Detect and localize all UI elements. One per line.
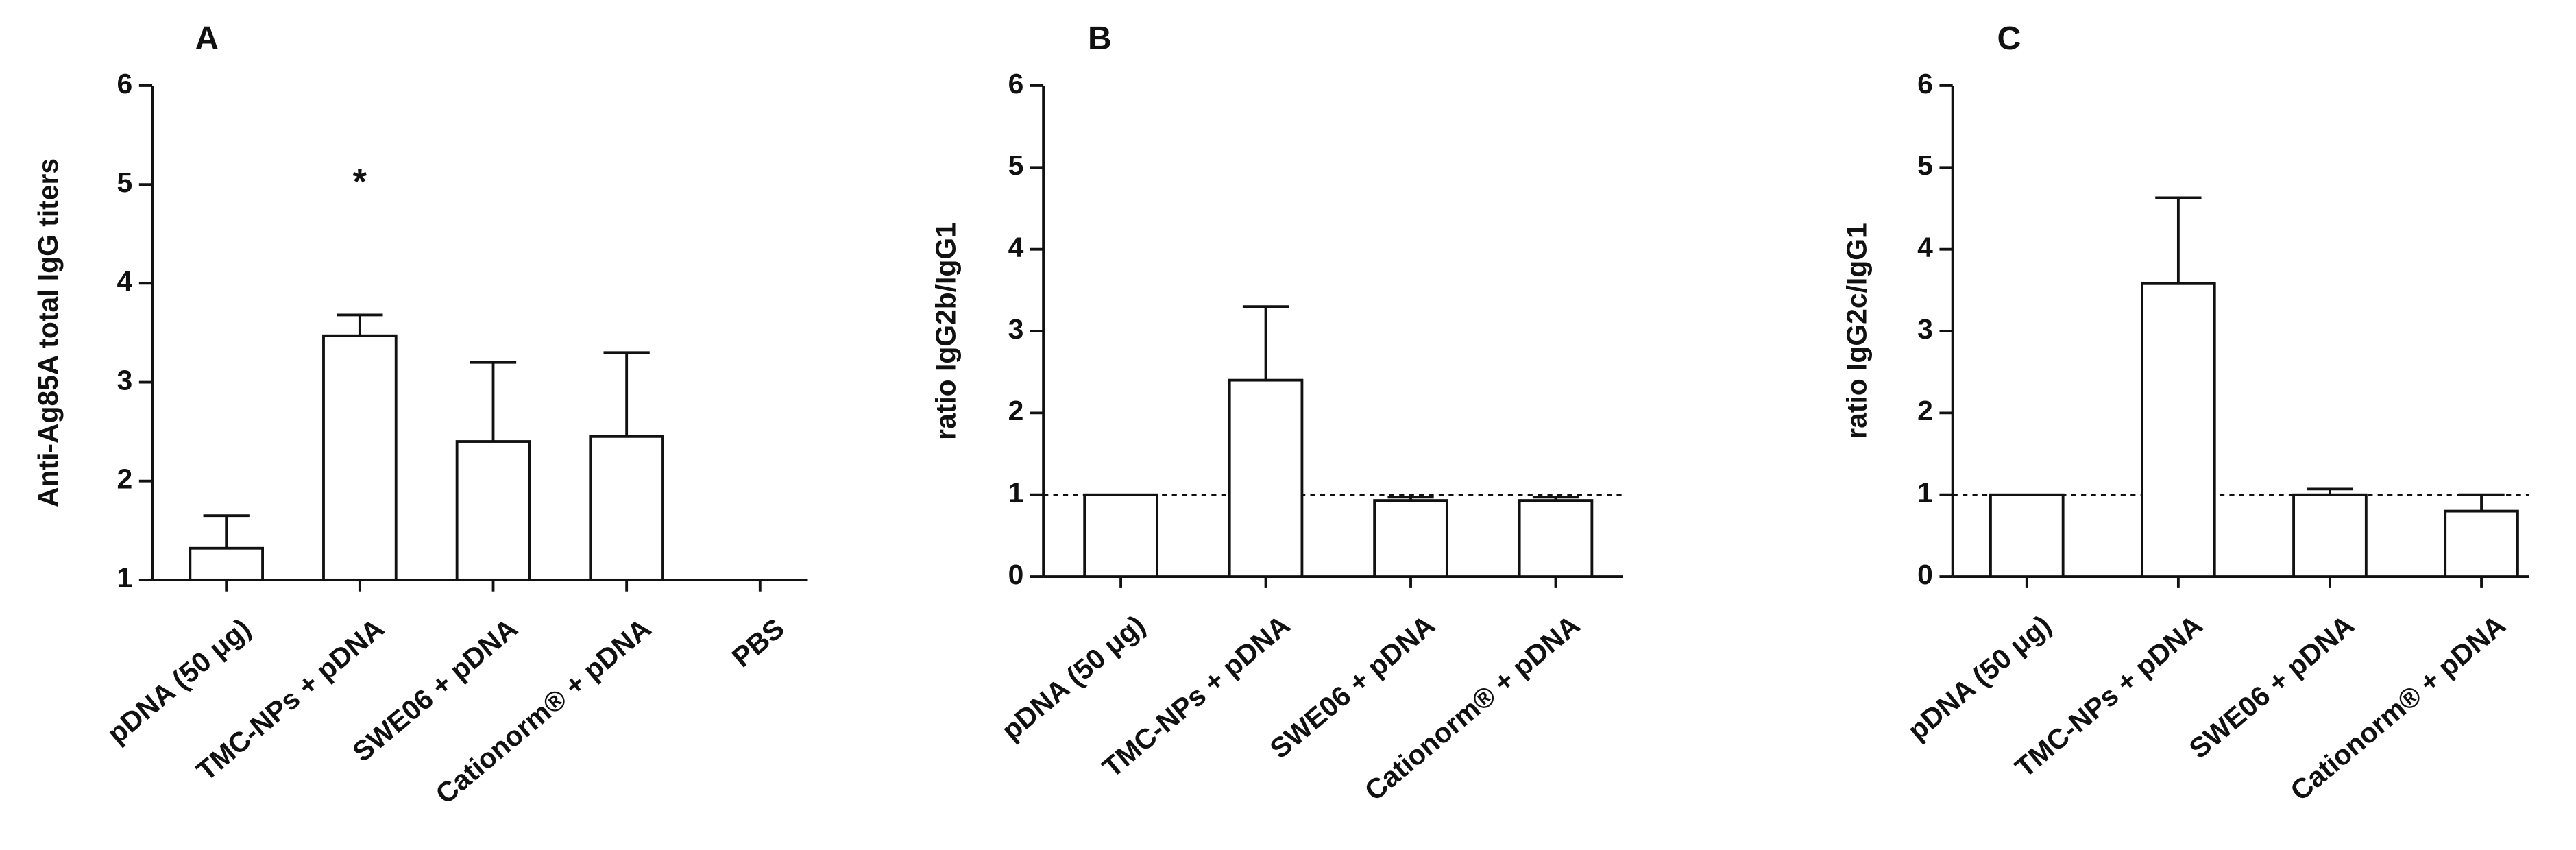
y-tick-label: 4 bbox=[1917, 231, 1933, 263]
bar bbox=[1373, 499, 1448, 579]
y-tick-label: 6 bbox=[117, 68, 133, 99]
y-tick-label: 6 bbox=[1008, 68, 1024, 99]
y-tick-label: 2 bbox=[1917, 395, 1933, 426]
bar bbox=[1989, 493, 2065, 579]
bar bbox=[2444, 509, 2519, 579]
panel-title: A bbox=[195, 20, 219, 57]
y-tick-label: 5 bbox=[1008, 149, 1024, 181]
y-tick-label: 2 bbox=[117, 463, 133, 495]
y-tick-label: 0 bbox=[1008, 559, 1024, 590]
y-tick-label: 3 bbox=[1008, 313, 1024, 345]
bar bbox=[2292, 493, 2368, 579]
y-tick-label: 5 bbox=[1917, 149, 1933, 181]
y-tick-label: 2 bbox=[1008, 395, 1024, 426]
panel-title: C bbox=[1997, 20, 2021, 57]
x-tick-label: pDNA (50 μg) bbox=[996, 609, 1152, 746]
y-tick-label: 0 bbox=[1917, 559, 1933, 590]
bar bbox=[1083, 493, 1158, 579]
y-tick-label: 4 bbox=[1008, 231, 1024, 263]
y-tick-label: 5 bbox=[117, 167, 133, 198]
annotation: * bbox=[353, 162, 367, 202]
panel-title: B bbox=[1088, 20, 1112, 57]
bar bbox=[2141, 282, 2216, 579]
y-tick-label: 1 bbox=[117, 562, 133, 594]
x-tick-label: Cationorm® + pDNA bbox=[430, 612, 657, 810]
y-axis-label: Anti-Ag85A total IgG titers bbox=[32, 158, 64, 507]
y-tick-label: 3 bbox=[1917, 313, 1933, 345]
bar bbox=[189, 546, 264, 581]
bar bbox=[455, 440, 531, 581]
bar bbox=[1518, 499, 1594, 579]
y-tick-label: 3 bbox=[117, 364, 133, 396]
bar bbox=[589, 435, 664, 581]
y-tick-label: 1 bbox=[1008, 477, 1024, 509]
y-axis-label: ratio IgG2c/IgG1 bbox=[1840, 223, 1872, 439]
bar bbox=[322, 334, 398, 581]
y-axis-label: ratio IgG2b/IgG1 bbox=[930, 222, 962, 440]
y-tick-label: 6 bbox=[1917, 68, 1933, 99]
y-tick-label: 1 bbox=[1917, 477, 1933, 509]
y-tick-label: 4 bbox=[117, 265, 133, 297]
x-tick-label: PBS bbox=[726, 612, 790, 673]
x-tick-label: pDNA (50 μg) bbox=[1901, 609, 2057, 746]
bar bbox=[1228, 378, 1304, 579]
